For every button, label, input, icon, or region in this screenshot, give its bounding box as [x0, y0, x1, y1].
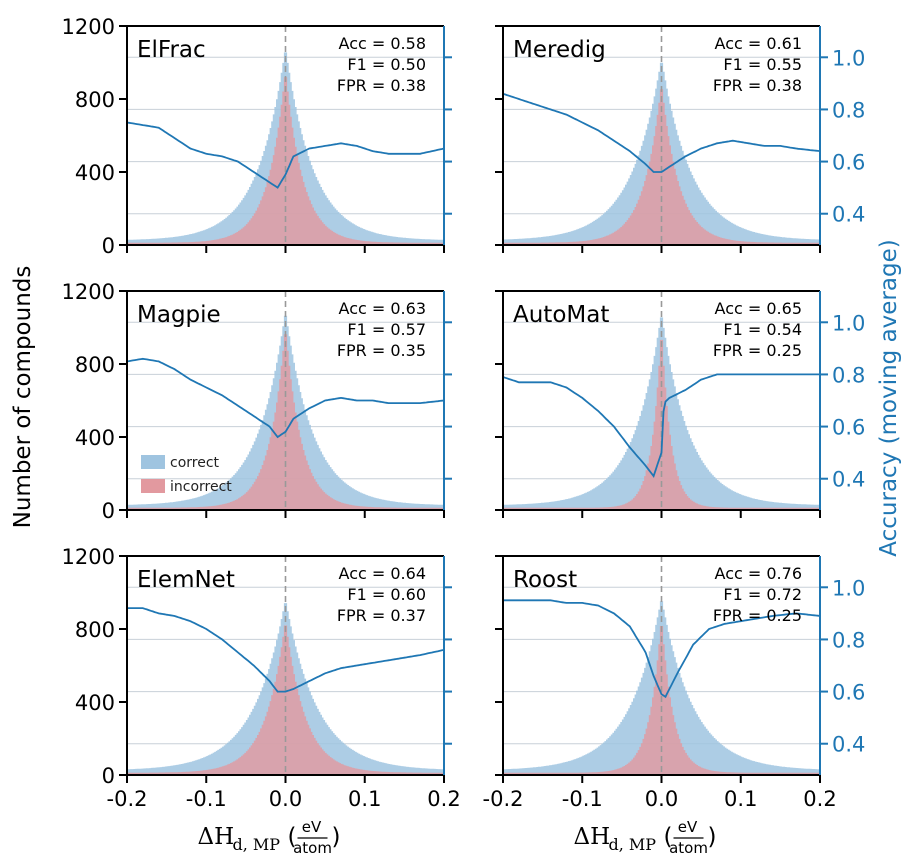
- stat-accuracy: Acc = 0.61: [715, 34, 802, 53]
- right-tick-label: 0.6: [832, 681, 865, 705]
- y-tick-label: 800: [75, 618, 115, 642]
- stat-fpr: FPR = 0.37: [337, 606, 426, 625]
- stat-f1: F1 = 0.57: [347, 320, 426, 339]
- stat-accuracy: Acc = 0.76: [715, 564, 802, 583]
- x-tick-label: 0.1: [724, 787, 757, 811]
- x-axis-label-num: eV: [678, 818, 698, 836]
- stat-f1: F1 = 0.55: [723, 55, 802, 74]
- x-axis-label-open: (: [664, 824, 673, 850]
- y-tick-label: 0: [102, 764, 115, 788]
- right-tick-label: 1.0: [832, 311, 865, 335]
- right-tick-label: 0.8: [832, 98, 865, 122]
- y-axis-label: Number of compounds: [10, 266, 36, 529]
- accuracy-line: [502, 373, 820, 478]
- right-tick-label: 0.6: [832, 416, 865, 440]
- x-axis-label-sub: d, MP: [233, 835, 281, 854]
- x-tick-label: 0.2: [427, 787, 460, 811]
- accuracy-line: [126, 357, 445, 439]
- y-tick-label: 0: [102, 499, 115, 523]
- panel-title: Meredig: [513, 37, 606, 63]
- legend: correct incorrect: [141, 455, 232, 495]
- panel-magpie: 0 400 800 1200 Magpie Acc = 0.63 F1 = 0.57 FPR …: [62, 280, 452, 523]
- x-axis-label-sub: d, MP: [609, 835, 657, 854]
- stat-fpr: FPR = 0.38: [337, 76, 426, 95]
- y-tick-label: 400: [75, 426, 115, 450]
- right-tick-label: 1.0: [832, 576, 865, 600]
- stat-accuracy: Acc = 0.64: [339, 564, 426, 583]
- y-tick-label: 1200: [62, 280, 115, 304]
- panel-title: Roost: [513, 567, 577, 593]
- panel-title: Magpie: [137, 302, 221, 328]
- x-axis-label-close: ): [708, 824, 717, 850]
- stat-f1: F1 = 0.54: [723, 320, 802, 339]
- accuracy-line: [127, 607, 445, 693]
- panel-title: ElemNet: [137, 567, 235, 593]
- stat-accuracy: Acc = 0.63: [339, 299, 426, 318]
- right-tick-label: 1.0: [832, 46, 865, 70]
- accuracy-line: [126, 121, 445, 189]
- panel-automat: 0.4 0.6 0.8 1.0 AutoMat Acc = 0.65 F1 = 0.54 FP…: [495, 290, 865, 518]
- x-tick-label: 0.0: [645, 787, 678, 811]
- x-axis-label-main: ΔH: [574, 824, 611, 850]
- right-tick-label: 0.4: [832, 733, 865, 757]
- panel-elemnet: 0 400 800 1200 -0.2 -0.1 0.0 0.1 0.2 ElemNet Acc =…: [62, 545, 461, 811]
- x-tick-label: -0.2: [483, 787, 524, 811]
- legend-label-incorrect: incorrect: [170, 479, 232, 495]
- y-tick-label: 1200: [62, 545, 115, 569]
- legend-label-correct: correct: [170, 455, 220, 471]
- x-tick-label: -0.1: [186, 787, 227, 811]
- x-axis-label-open: (: [288, 824, 297, 850]
- x-axis-label-den: atom: [669, 839, 708, 854]
- x-axis-label-close: ): [332, 824, 341, 850]
- stat-f1: F1 = 0.50: [347, 55, 426, 74]
- y-tick-label: 0: [102, 234, 115, 258]
- x-axis-label-den: atom: [293, 839, 332, 854]
- stat-accuracy: Acc = 0.65: [715, 299, 802, 318]
- stat-f1: F1 = 0.60: [347, 585, 426, 604]
- x-axis-label-0: ΔHd, MP ( eV atom): [198, 818, 341, 854]
- y-tick-label: 800: [75, 353, 115, 377]
- y-tick-label: 1200: [62, 15, 115, 39]
- panel-meredig: 0.4 0.6 0.8 1.0 Meredig Acc = 0.61 F1 = 0.55 FP…: [495, 25, 865, 253]
- panels-layer: 0 400 800 1200 ElFrac Acc = 0.58 F1 = 0.50 FPR …: [62, 15, 866, 811]
- panel-title: ElFrac: [137, 37, 206, 63]
- right-tick-label: 0.8: [832, 363, 865, 387]
- panel-title: AutoMat: [513, 302, 609, 328]
- right-tick-label: 0.4: [832, 203, 865, 227]
- legend-swatch-correct: [141, 455, 165, 469]
- y-tick-label: 400: [75, 691, 115, 715]
- right-tick-label: 0.6: [832, 151, 865, 175]
- stat-f1: F1 = 0.72: [723, 585, 802, 604]
- stat-accuracy: Acc = 0.58: [339, 34, 426, 53]
- accuracy-line: [503, 599, 821, 699]
- right-y-axis-label: Accuracy (moving average): [876, 239, 902, 556]
- x-tick-label: 0.2: [803, 787, 836, 811]
- x-tick-label: -0.1: [562, 787, 603, 811]
- stat-fpr: FPR = 0.25: [713, 606, 802, 625]
- stat-fpr: FPR = 0.35: [337, 341, 426, 360]
- stat-fpr: FPR = 0.25: [713, 341, 802, 360]
- x-axis-label-main: ΔH: [198, 824, 235, 850]
- x-tick-label: 0.0: [269, 787, 302, 811]
- right-tick-label: 0.8: [832, 628, 865, 652]
- panel-roost: 0.4 0.6 0.8 1.0 -0.2 -0.1 0.0 0.1 0.2 Roost Acc = …: [483, 555, 865, 811]
- x-tick-label: -0.2: [107, 787, 148, 811]
- x-tick-label: 0.1: [348, 787, 381, 811]
- legend-swatch-incorrect: [141, 479, 165, 493]
- y-tick-label: 400: [75, 161, 115, 185]
- accuracy-line: [502, 92, 821, 173]
- right-tick-label: 0.4: [832, 468, 865, 492]
- x-axis-label-num: eV: [302, 818, 322, 836]
- y-tick-label: 800: [75, 88, 115, 112]
- x-axis-label-1: ΔHd, MP ( eV atom): [574, 818, 717, 854]
- panel-elfrac: 0 400 800 1200 ElFrac Acc = 0.58 F1 = 0.50 FPR …: [62, 15, 452, 258]
- stat-fpr: FPR = 0.38: [713, 76, 802, 95]
